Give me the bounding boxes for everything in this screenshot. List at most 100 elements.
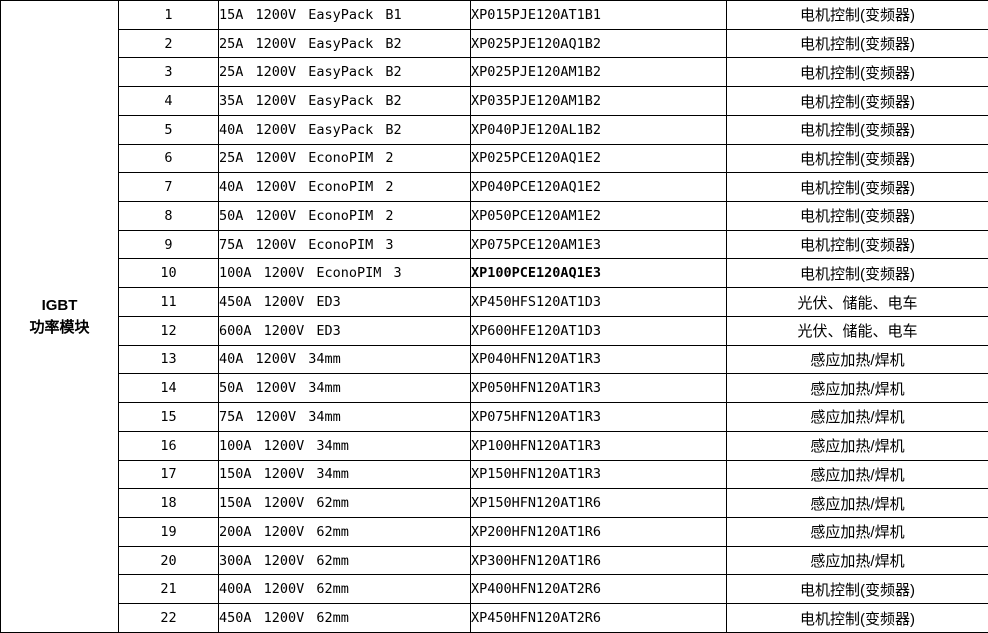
spec-cell: 400A 1200V 62mm	[218, 574, 471, 605]
spec-cell: 40A 1200V EconoPIM 2	[218, 172, 471, 203]
part-number-cell: XP100PCE120AQ1E3	[470, 258, 727, 289]
application-cell: 电机控制(变频器)	[726, 114, 988, 145]
spec-cell: 150A 1200V 62mm	[218, 488, 471, 518]
spec-cell: 100A 1200V EconoPIM 3	[218, 258, 471, 289]
row-number-cell: 22	[118, 603, 219, 633]
row-number-cell: 15	[118, 402, 219, 432]
spec-cell: 600A 1200V ED3	[218, 315, 471, 346]
part-number-cell: XP025PCE120AQ1E2	[470, 143, 727, 174]
table-row: 11 450A 1200V ED3 XP450HFS120AT1D3 光伏、储能…	[1, 287, 988, 317]
row-number-cell: 14	[118, 373, 219, 404]
table-row: 10 100A 1200V EconoPIM 3 XP100PCE120AQ1E…	[1, 258, 988, 289]
part-number-cell: XP200HFN120AT1R6	[470, 516, 727, 547]
part-number-cell: XP450HFN120AT2R6	[470, 603, 727, 633]
spec-cell: 450A 1200V 62mm	[218, 603, 471, 633]
spec-cell: 35A 1200V EasyPack B2	[218, 86, 471, 116]
row-number-cell: 12	[118, 315, 219, 346]
row-number-cell: 21	[118, 574, 219, 605]
row-number-cell: 11	[118, 287, 219, 317]
table-row: 13 40A 1200V 34mm XP040HFN120AT1R3 感应加热/…	[1, 344, 988, 375]
table-row: 7 40A 1200V EconoPIM 2 XP040PCE120AQ1E2 …	[1, 172, 988, 203]
table-row: 14 50A 1200V 34mm XP050HFN120AT1R3 感应加热/…	[1, 373, 988, 404]
row-number-cell: 13	[118, 344, 219, 375]
spec-cell: 50A 1200V EconoPIM 2	[218, 201, 471, 231]
application-cell: 电机控制(变频器)	[726, 143, 988, 174]
table-row: 20 300A 1200V 62mm XP300HFN120AT1R6 感应加热…	[1, 545, 988, 576]
row-number-cell: 7	[118, 172, 219, 203]
part-number-cell: XP075HFN120AT1R3	[470, 402, 727, 432]
application-cell: 感应加热/焊机	[726, 373, 988, 404]
row-number-cell: 2	[118, 28, 219, 59]
table-row: 4 35A 1200V EasyPack B2 XP035PJE120AM1B2…	[1, 86, 988, 116]
row-number-cell: 5	[118, 114, 219, 145]
part-number-cell: XP075PCE120AM1E3	[470, 229, 727, 260]
part-number-cell: XP050PCE120AM1E2	[470, 201, 727, 231]
part-number-cell: XP035PJE120AM1B2	[470, 86, 727, 116]
row-number-cell: 18	[118, 488, 219, 518]
spec-cell: 25A 1200V EasyPack B2	[218, 57, 471, 88]
application-cell: 光伏、储能、电车	[726, 315, 988, 346]
row-number-cell: 16	[118, 430, 219, 461]
application-cell: 光伏、储能、电车	[726, 287, 988, 317]
row-number-cell: 17	[118, 459, 219, 490]
spec-cell: 150A 1200V 34mm	[218, 459, 471, 490]
row-number-cell: 4	[118, 86, 219, 116]
spec-cell: 450A 1200V ED3	[218, 287, 471, 317]
application-cell: 电机控制(变频器)	[726, 86, 988, 116]
table-row: 2 25A 1200V EasyPack B2 XP025PJE120AQ1B2…	[1, 28, 988, 59]
group-label-line1: IGBT	[41, 296, 78, 314]
row-number-cell: 3	[118, 57, 219, 88]
row-number-cell: 9	[118, 229, 219, 260]
table-row: 15 75A 1200V 34mm XP075HFN120AT1R3 感应加热/…	[1, 402, 988, 432]
group-label-line2: 功率模块	[29, 318, 90, 336]
spec-cell: 40A 1200V EasyPack B2	[218, 114, 471, 145]
row-number-cell: 8	[118, 201, 219, 231]
part-number-cell: XP015PJE120AT1B1	[470, 0, 727, 30]
application-cell: 电机控制(变频器)	[726, 574, 988, 605]
table-row: 21 400A 1200V 62mm XP400HFN120AT2R6 电机控制…	[1, 574, 988, 605]
table-row: 17 150A 1200V 34mm XP150HFN120AT1R3 感应加热…	[1, 459, 988, 490]
table-row: 8 50A 1200V EconoPIM 2 XP050PCE120AM1E2 …	[1, 201, 988, 231]
table-row: 22 450A 1200V 62mm XP450HFN120AT2R6 电机控制…	[1, 603, 988, 633]
part-number-cell: XP040PJE120AL1B2	[470, 114, 727, 145]
table-row: 3 25A 1200V EasyPack B2 XP025PJE120AM1B2…	[1, 57, 988, 88]
row-number-cell: 10	[118, 258, 219, 289]
application-cell: 电机控制(变频器)	[726, 28, 988, 59]
application-cell: 电机控制(变频器)	[726, 201, 988, 231]
table-row: 9 75A 1200V EconoPIM 3 XP075PCE120AM1E3 …	[1, 229, 988, 260]
spec-cell: 40A 1200V 34mm	[218, 344, 471, 375]
spec-cell: 50A 1200V 34mm	[218, 373, 471, 404]
spec-cell: 25A 1200V EasyPack B2	[218, 28, 471, 59]
spec-cell: 75A 1200V EconoPIM 3	[218, 229, 471, 260]
table-row: 6 25A 1200V EconoPIM 2 XP025PCE120AQ1E2 …	[1, 143, 988, 174]
spec-cell: 300A 1200V 62mm	[218, 545, 471, 576]
part-number-cell: XP050HFN120AT1R3	[470, 373, 727, 404]
application-cell: 电机控制(变频器)	[726, 258, 988, 289]
application-cell: 电机控制(变频器)	[726, 57, 988, 88]
application-cell: 感应加热/焊机	[726, 402, 988, 432]
application-cell: 感应加热/焊机	[726, 430, 988, 461]
spec-cell: 100A 1200V 34mm	[218, 430, 471, 461]
part-number-cell: XP300HFN120AT1R6	[470, 545, 727, 576]
table-row: 5 40A 1200V EasyPack B2 XP040PJE120AL1B2…	[1, 114, 988, 145]
application-cell: 感应加热/焊机	[726, 344, 988, 375]
application-cell: 电机控制(变频器)	[726, 172, 988, 203]
part-number-cell: XP400HFN120AT2R6	[470, 574, 727, 605]
part-number-cell: XP040HFN120AT1R3	[470, 344, 727, 375]
row-number-cell: 20	[118, 545, 219, 576]
application-cell: 电机控制(变频器)	[726, 229, 988, 260]
row-number-cell: 1	[118, 0, 219, 30]
application-cell: 感应加热/焊机	[726, 545, 988, 576]
part-number-cell: XP600HFE120AT1D3	[470, 315, 727, 346]
spec-cell: 75A 1200V 34mm	[218, 402, 471, 432]
part-number-cell: XP025PJE120AQ1B2	[470, 28, 727, 59]
spec-cell: 25A 1200V EconoPIM 2	[218, 143, 471, 174]
part-number-cell: XP040PCE120AQ1E2	[470, 172, 727, 203]
part-number-cell: XP150HFN120AT1R3	[470, 459, 727, 490]
application-cell: 感应加热/焊机	[726, 459, 988, 490]
application-cell: 感应加热/焊机	[726, 516, 988, 547]
application-cell: 感应加热/焊机	[726, 488, 988, 518]
